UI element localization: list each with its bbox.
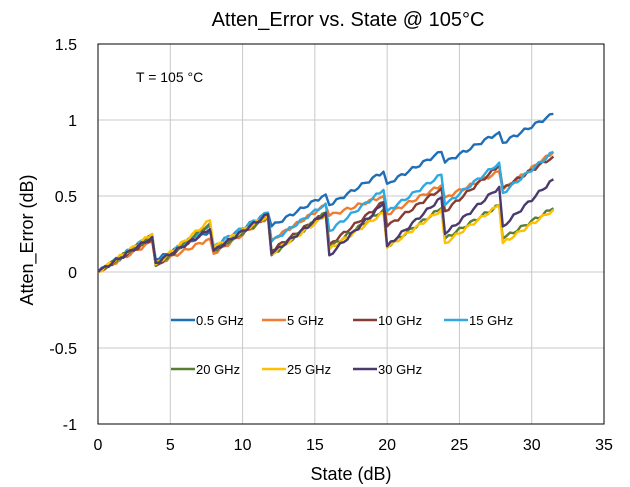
legend-item: 25 GHz [262,362,331,377]
x-tick-label: 20 [378,437,396,454]
plot-frame [97,43,605,425]
legend-label: 0.5 GHz [196,313,244,328]
x-tick-label: 25 [451,437,469,454]
x-tick-label: 15 [306,437,324,454]
x-tick-label: 35 [595,437,613,454]
y-axis-label: Atten_Error (dB) [17,174,38,305]
legend-item: 20 GHz [171,362,240,377]
legend-item: 15 GHz [444,313,513,328]
legend-label: 25 GHz [287,362,331,377]
x-axis-label: State (dB) [310,464,391,484]
y-tick-label: 0.5 [55,189,77,206]
legend-item: 10 GHz [353,313,422,328]
legend: 0.5 GHz 5 GHz 10 GHz 15 GHz 20 GHz 25 GHz 30 G… [171,313,513,377]
y-tick-label: -0.5 [49,341,77,358]
legend-label: 20 GHz [196,362,240,377]
x-tick-label: 5 [166,437,175,454]
series-group [97,112,555,274]
legend-label: 15 GHz [469,313,513,328]
y-tick-label: 0 [68,265,77,282]
chart-title: Atten_Error vs. State @ 105°C [212,9,485,31]
x-tick-label: 10 [234,437,252,454]
legend-label: 10 GHz [378,313,422,328]
legend-label: 30 GHz [378,362,422,377]
temperature-annotation: T = 105 °C [136,69,203,85]
y-tick-label: 1.5 [55,37,77,54]
y-tick-label: 1 [68,113,77,130]
legend-item: 5 GHz [262,313,324,328]
y-tick-label: -1 [63,417,77,434]
legend-label: 5 GHz [287,313,324,328]
x-tick-label: 30 [523,437,541,454]
x-tick-labels: 0 5 10 15 20 25 30 35 [94,437,613,454]
series-line-30-ghz [97,178,555,273]
x-tick-label: 0 [94,437,103,454]
y-tick-labels: -1 -0.5 0 0.5 1 1.5 [49,37,77,434]
series-line-0-5-ghz [97,112,554,273]
legend-item: 0.5 GHz [171,313,244,328]
legend-item: 30 GHz [353,362,422,377]
